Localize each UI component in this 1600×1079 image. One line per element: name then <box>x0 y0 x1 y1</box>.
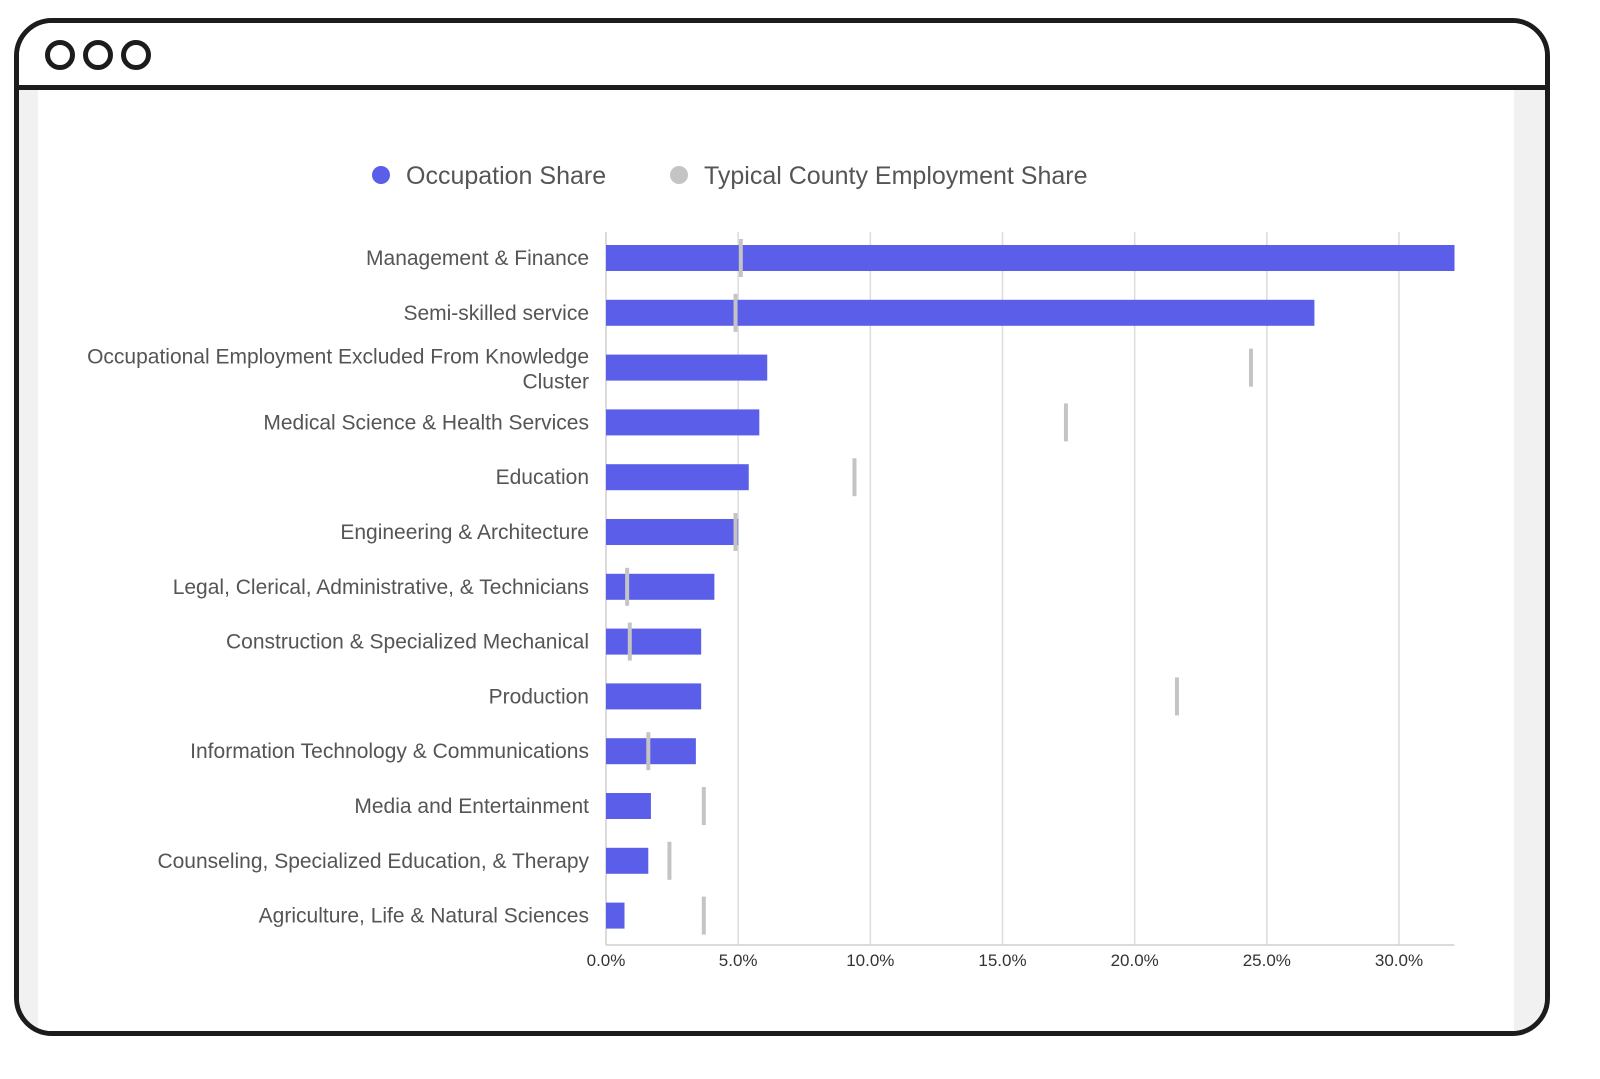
title-bar <box>19 23 1545 90</box>
x-tick-label: 25.0% <box>1243 951 1291 970</box>
category-label: Counseling, Specialized Education, & The… <box>157 850 589 873</box>
browser-window: Occupation Share Typical County Employmen… <box>14 18 1550 1036</box>
window-dot-icon[interactable] <box>121 40 151 70</box>
window-dot-icon[interactable] <box>83 40 113 70</box>
bar-occupation-share <box>606 573 715 600</box>
category-label: Legal, Clerical, Administrative, & Techn… <box>173 576 589 599</box>
legend-marker-occupation-share <box>372 166 390 184</box>
category-label: Media and Entertainment <box>354 795 589 818</box>
occupation-share-chart: Occupation Share Typical County Employmen… <box>87 162 1455 970</box>
x-tick-label: 30.0% <box>1375 951 1423 970</box>
bar-occupation-share <box>606 902 625 929</box>
category-label: Production <box>489 685 589 708</box>
x-tick-label: 15.0% <box>978 951 1026 970</box>
category-label: Agriculture, Life & Natural Sciences <box>259 905 589 928</box>
category-label: Education <box>496 466 589 489</box>
bar-occupation-share <box>606 299 1315 326</box>
bar-occupation-share <box>606 738 696 765</box>
category-label: Semi-skilled service <box>403 302 589 325</box>
category-label-line: Cluster <box>522 371 589 394</box>
bar-occupation-share <box>606 245 1455 271</box>
content-area: Occupation Share Typical County Employmen… <box>19 90 1545 1031</box>
bar-occupation-share <box>606 793 651 819</box>
chart-panel: Occupation Share Typical County Employmen… <box>38 90 1514 1031</box>
bar-occupation-share <box>606 464 749 491</box>
category-label: Occupational Employment Excluded From Kn… <box>87 346 589 394</box>
bar-occupation-share <box>606 683 702 710</box>
bar-occupation-share <box>606 847 649 874</box>
bar-occupation-share <box>606 354 768 381</box>
x-tick-label: 5.0% <box>719 951 758 970</box>
category-label: Construction & Specialized Mechanical <box>226 631 589 654</box>
category-label: Information Technology & Communications <box>190 740 589 763</box>
legend-label-typical-county-share: Typical County Employment Share <box>704 162 1088 190</box>
category-label-line: Occupational Employment Excluded From Kn… <box>87 346 589 369</box>
bar-occupation-share <box>606 519 739 545</box>
category-label: Management & Finance <box>366 247 589 270</box>
legend-marker-typical-county-share <box>670 166 688 184</box>
legend-label-occupation-share: Occupation Share <box>406 162 606 190</box>
window-dot-icon[interactable] <box>45 40 75 70</box>
x-tick-label: 0.0% <box>587 951 626 970</box>
bar-occupation-share <box>606 409 760 436</box>
bar-occupation-share <box>606 628 702 655</box>
x-tick-label: 20.0% <box>1111 951 1159 970</box>
category-label: Engineering & Architecture <box>340 521 589 544</box>
category-label: Medical Science & Health Services <box>263 411 589 434</box>
x-tick-label: 10.0% <box>846 951 894 970</box>
